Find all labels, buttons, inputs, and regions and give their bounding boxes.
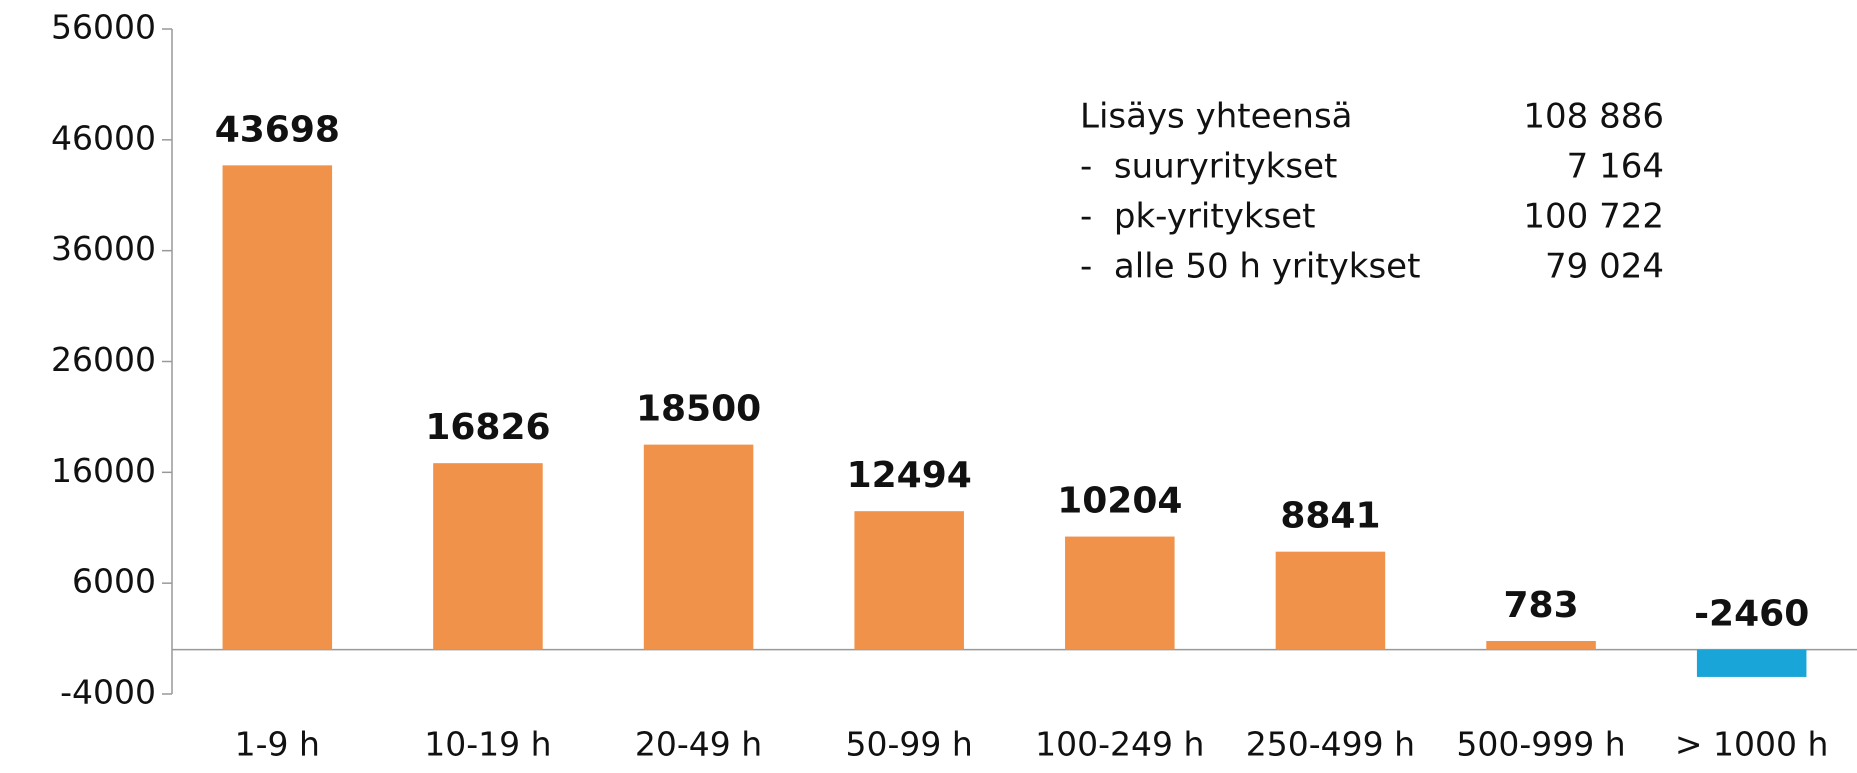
- value-label: 18500: [636, 389, 761, 430]
- x-tick-label: 10-19 h: [424, 725, 551, 764]
- bar: [1486, 640, 1596, 650]
- y-tick-label: 46000: [51, 118, 156, 157]
- annotation-label: Lisäys yhteensä: [1080, 97, 1353, 137]
- annotation-label: - suuryritykset: [1080, 147, 1337, 187]
- value-label: 10204: [1057, 481, 1182, 522]
- x-tick-label: 250-499 h: [1246, 725, 1415, 764]
- y-tick-label: 6000: [72, 562, 156, 601]
- y-tick-label: -4000: [60, 673, 156, 712]
- x-tick-label: 1-9 h: [235, 725, 320, 764]
- value-label: -2460: [1694, 594, 1809, 635]
- bar: [1275, 551, 1386, 650]
- bar: [1696, 649, 1807, 677]
- y-tick-label: 56000: [51, 8, 156, 47]
- y-tick-label: 26000: [51, 340, 156, 379]
- x-tick-label: > 1000 h: [1675, 725, 1829, 764]
- bar: [222, 165, 333, 650]
- annotation-value: 7 164: [1567, 147, 1664, 187]
- annotation-label: - alle 50 h yritykset: [1080, 247, 1420, 287]
- value-label: 12494: [847, 455, 972, 496]
- value-label: 16826: [425, 407, 550, 448]
- annotation-value: 100 722: [1523, 197, 1664, 237]
- y-tick-label: 16000: [51, 451, 156, 490]
- annotation-label: - pk-yritykset: [1080, 197, 1315, 237]
- bar: [643, 444, 754, 650]
- annotation-value: 108 886: [1523, 97, 1664, 137]
- x-tick-label: 100-249 h: [1035, 725, 1204, 764]
- bar: [1065, 536, 1175, 650]
- value-label: 783: [1503, 585, 1578, 626]
- value-label: 8841: [1280, 496, 1380, 537]
- annotation-value: 79 024: [1545, 247, 1664, 287]
- y-tick-label: 36000: [51, 229, 156, 268]
- x-tick-label: 50-99 h: [846, 725, 973, 764]
- value-label: 43698: [215, 109, 340, 150]
- x-tick-label: 500-999 h: [1456, 725, 1625, 764]
- bar: [854, 511, 964, 650]
- bar: [433, 463, 543, 650]
- x-tick-label: 20-49 h: [635, 725, 762, 764]
